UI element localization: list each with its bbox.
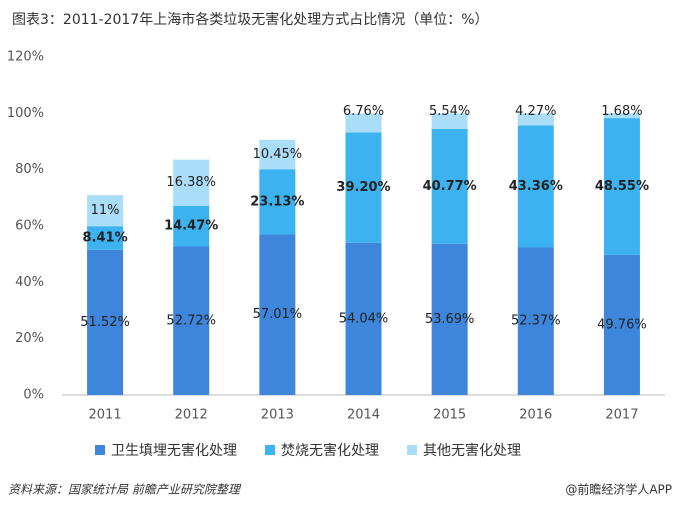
x-tick-label: 2015 [433,408,466,423]
legend-swatch [95,445,105,455]
value-label: 11% [91,203,120,218]
legend-label: 卫生填埋无害化处理 [111,443,237,459]
bar-segment [431,113,468,129]
bar-segment [517,247,554,395]
chart-title: 图表3：2011-2017年上海市各类垃圾无害化处理方式占比情况（单位：%） [12,11,489,28]
bar-segment [87,249,124,395]
footer: @前瞻经济学人APP [565,482,672,497]
bar-segment [603,118,640,255]
bar-segment [259,139,296,170]
value-label: 52.72% [166,313,216,328]
value-label: 52.37% [511,314,561,329]
bar-segment [173,159,210,206]
bar-segment [603,113,640,119]
value-label: 5.54% [429,104,470,119]
value-label: 43.36% [509,179,563,194]
value-label: 16.38% [166,175,216,190]
x-tick-label: 2013 [261,408,294,423]
bar-segment [173,246,210,395]
y-tick-label: 0% [23,388,44,403]
bar-segment [259,234,296,395]
value-label: 6.76% [343,104,384,119]
bar-segment [603,254,640,395]
y-tick-label: 60% [15,219,44,234]
x-tick-label: 2014 [347,408,380,423]
legend-swatch [407,445,417,455]
bar-segment [345,132,382,243]
value-label: 8.41% [83,231,128,246]
legend-label: 其他无害化处理 [423,443,521,459]
bar-segment [259,169,296,235]
legend-swatch [265,445,275,455]
value-label: 53.69% [425,312,475,327]
x-tick-label: 2012 [175,408,208,423]
x-tick-label: 2016 [519,408,552,423]
y-tick-label: 20% [15,331,44,346]
value-label: 4.27% [515,104,556,119]
bar-segment [345,242,382,395]
source: 资料来源：国家统计局 前瞻产业研究院整理 [8,483,242,497]
x-tick-label: 2011 [89,408,122,423]
value-label: 14.47% [164,219,218,234]
value-label: 40.77% [423,179,477,194]
y-tick-label: 40% [15,275,44,290]
bar-segment [173,205,210,247]
y-tick-label: 100% [7,106,44,121]
value-label: 23.13% [250,194,304,209]
bar-segment [431,243,468,395]
bar-segment [517,125,554,248]
value-label: 48.55% [595,179,649,194]
value-label: 57.01% [253,307,303,322]
value-label: 51.52% [80,315,130,330]
legend-label: 焚烧无害化处理 [281,443,379,459]
value-label: 10.45% [253,147,303,162]
bar-segment [87,195,124,227]
y-tick-label: 80% [15,162,44,177]
bar-segment [517,113,554,126]
bar-segment [431,128,468,244]
value-label: 1.68% [601,104,642,119]
bar-segment [87,226,124,250]
value-label: 39.20% [336,180,390,195]
value-label: 54.04% [339,311,389,326]
value-label: 49.76% [597,317,647,332]
bar-segment [345,113,382,133]
x-tick-label: 2017 [605,408,638,423]
y-tick-label: 120% [7,50,44,65]
